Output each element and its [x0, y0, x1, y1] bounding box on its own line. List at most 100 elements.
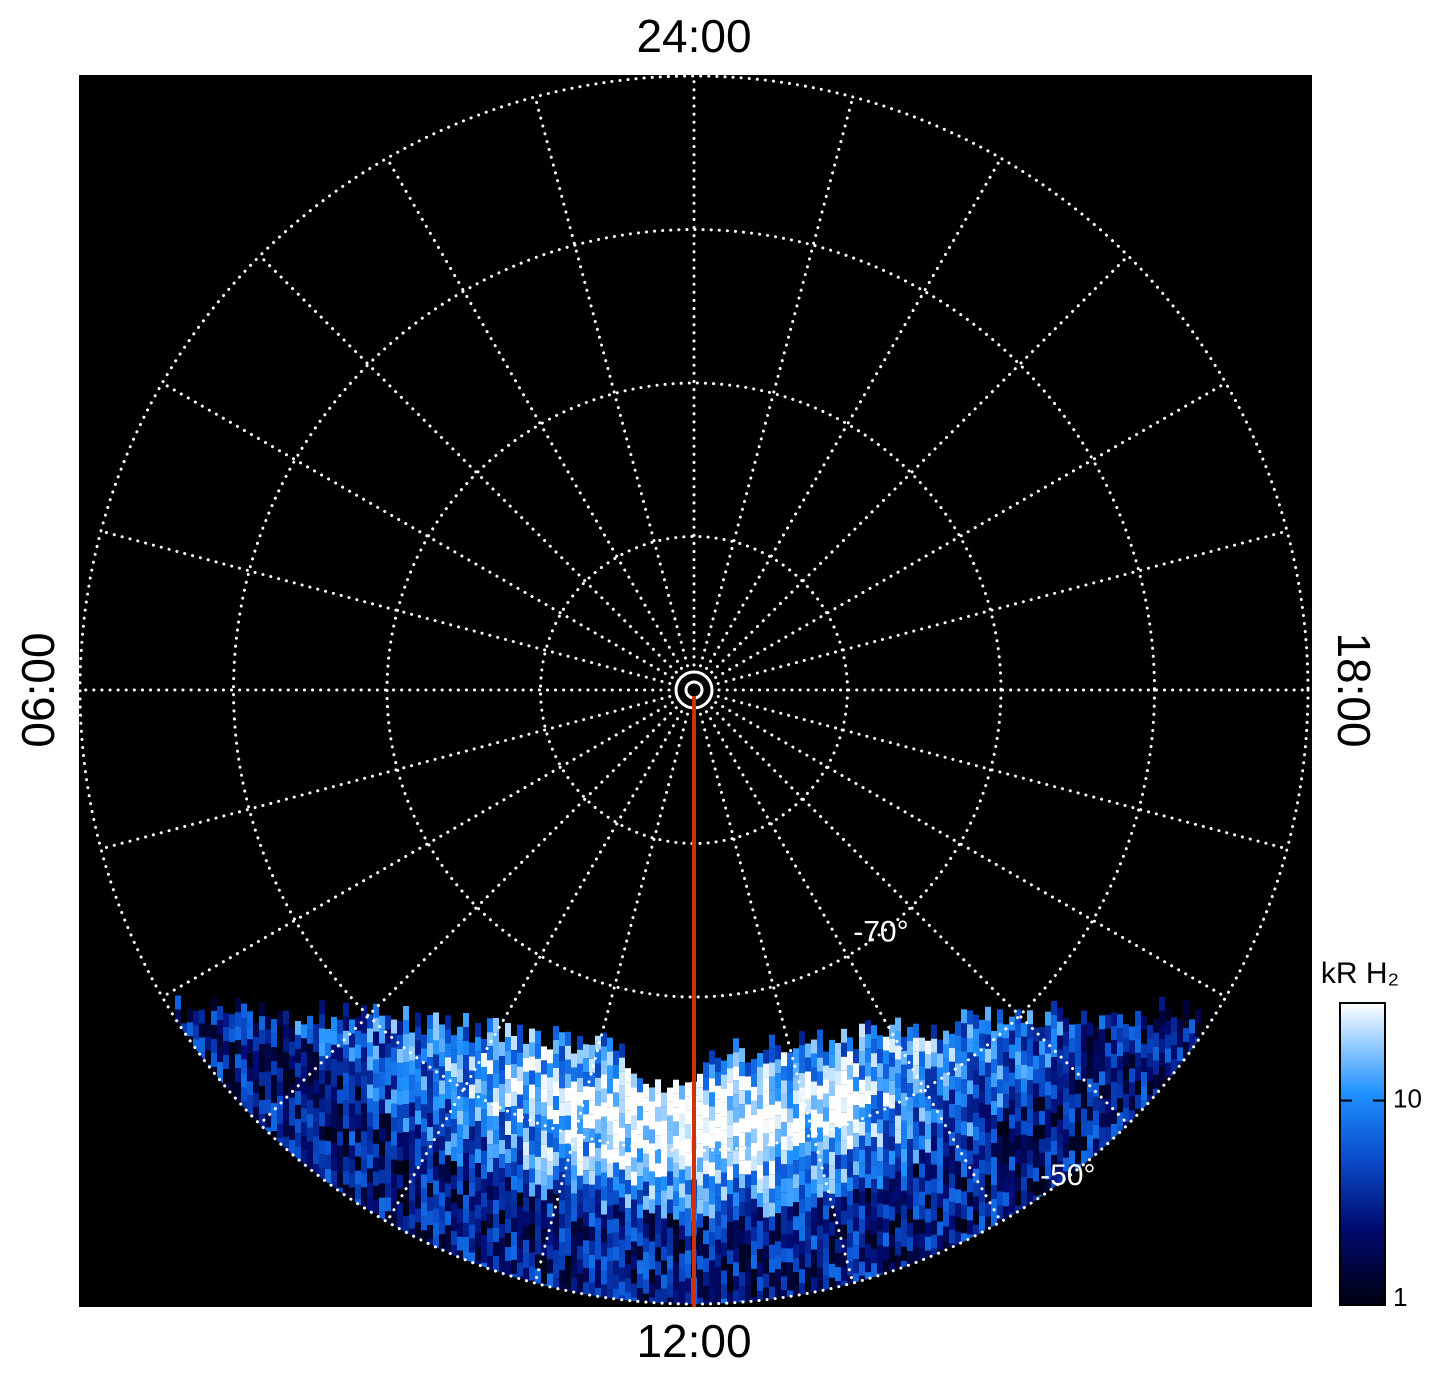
emission-pixel: [1009, 1058, 1015, 1073]
emission-pixel: [589, 1128, 595, 1143]
emission-pixel: [823, 1065, 829, 1080]
emission-pixel: [253, 1064, 259, 1079]
emission-pixel: [1135, 1010, 1141, 1025]
emission-pixel: [559, 1172, 565, 1187]
emission-pixel: [481, 1094, 487, 1109]
emission-pixel: [241, 1059, 247, 1074]
emission-pixel: [607, 1247, 613, 1262]
emission-pixel: [835, 1253, 841, 1268]
emission-pixel: [685, 1180, 691, 1195]
emission-pixel: [859, 1051, 865, 1066]
emission-pixel: [265, 1310, 271, 1324]
emission-pixel: [199, 1037, 205, 1052]
emission-pixel: [769, 1062, 775, 1077]
emission-pixel: [1021, 1120, 1027, 1135]
emission-pixel: [415, 1012, 421, 1027]
emission-pixel: [499, 1153, 505, 1168]
emission-pixel: [595, 1231, 601, 1246]
emission-pixel: [775, 1087, 781, 1102]
emission-pixel: [391, 1075, 397, 1090]
emission-pixel: [811, 1207, 817, 1222]
emission-pixel: [385, 1211, 391, 1226]
emission-pixel: [649, 1115, 655, 1130]
emission-pixel: [1195, 1009, 1201, 1024]
emission-pixel: [685, 1264, 691, 1279]
emission-pixel: [565, 1241, 571, 1256]
emission-pixel: [709, 1190, 715, 1205]
emission-pixel: [979, 1019, 985, 1034]
emission-pixel: [463, 1237, 469, 1252]
emission-pixel: [889, 1248, 895, 1263]
emission-pixel: [643, 1167, 649, 1182]
emission-pixel: [247, 1011, 253, 1026]
emission-pixel: [853, 1049, 859, 1064]
emission-pixel: [1147, 1067, 1153, 1082]
emission-pixel: [1069, 1052, 1075, 1067]
emission-pixel: [1159, 1305, 1165, 1319]
emission-pixel: [1153, 1032, 1159, 1047]
emission-pixel: [865, 1062, 871, 1077]
emission-pixel: [403, 1006, 409, 1021]
emission-pixel: [457, 1208, 463, 1223]
emission-pixel: [889, 1262, 895, 1277]
emission-pixel: [229, 1056, 235, 1071]
emission-pixel: [499, 1181, 505, 1196]
emission-pixel: [487, 1102, 493, 1117]
emission-pixel: [259, 1016, 265, 1031]
emission-pixel: [301, 1066, 307, 1081]
emission-pixel: [265, 1043, 271, 1058]
emission-pixel: [985, 1132, 991, 1147]
emission-pixel: [793, 1076, 799, 1091]
emission-pixel: [901, 1232, 907, 1247]
emission-pixel: [865, 1146, 871, 1161]
emission-pixel: [727, 1110, 733, 1125]
emission-pixel: [613, 1162, 619, 1177]
emission-pixel: [583, 1086, 589, 1101]
emission-pixel: [463, 1181, 469, 1196]
emission-pixel: [871, 1053, 877, 1068]
emission-pixel: [427, 1155, 433, 1170]
emission-pixel: [679, 1211, 685, 1226]
emission-pixel: [763, 1245, 769, 1260]
emission-pixel: [571, 1067, 577, 1082]
emission-pixel: [529, 1196, 535, 1211]
emission-pixel: [553, 1193, 559, 1208]
emission-pixel: [991, 1129, 997, 1144]
emission-pixel: [865, 1132, 871, 1147]
emission-pixel: [307, 1099, 313, 1114]
emission-pixel: [415, 1124, 421, 1139]
emission-pixel: [271, 1019, 277, 1034]
emission-pixel: [715, 1295, 721, 1304]
emission-pixel: [1069, 1108, 1075, 1123]
emission-pixel: [337, 1159, 343, 1174]
emission-pixel: [751, 1100, 757, 1115]
emission-pixel: [397, 1104, 403, 1119]
emission-pixel: [325, 1042, 331, 1057]
emission-pixel: [565, 1255, 571, 1270]
emission-pixel: [1003, 1192, 1009, 1207]
emission-pixel: [391, 1019, 397, 1034]
emission-pixel: [529, 1042, 535, 1057]
emission-pixel: [805, 1225, 811, 1240]
emission-pixel: [385, 1099, 391, 1114]
emission-pixel: [841, 1309, 847, 1323]
emission-pixel: [931, 1108, 937, 1123]
emission-pixel: [1111, 1123, 1117, 1138]
emission-pixel: [331, 1170, 337, 1185]
emission-pixel: [355, 1086, 361, 1101]
emission-pixel: [961, 1135, 967, 1150]
emission-pixel: [607, 1051, 613, 1066]
emission-pixel: [685, 1278, 691, 1293]
emission-pixel: [925, 1166, 931, 1181]
emission-pixel: [709, 1148, 715, 1163]
emission-pixel: [433, 1180, 439, 1195]
emission-pixel: [985, 1160, 991, 1175]
emission-pixel: [907, 1307, 913, 1321]
emission-pixel: [559, 1130, 565, 1145]
emission-pixel: [679, 1099, 685, 1114]
emission-pixel: [457, 1166, 463, 1181]
emission-pixel: [487, 1256, 493, 1271]
emission-pixel: [535, 1226, 541, 1241]
emission-pixel: [937, 1207, 943, 1222]
emission-pixel: [385, 1169, 391, 1184]
